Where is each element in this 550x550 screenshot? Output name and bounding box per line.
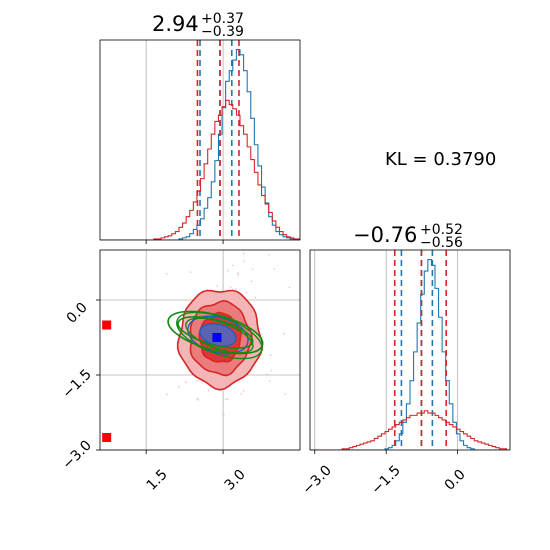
histogram-param2-x-tick-labels: −3.0 −1.5 0.0 — [299, 462, 468, 497]
scatter-point — [216, 285, 219, 287]
scatter-point — [245, 291, 248, 294]
scatter-point — [226, 398, 229, 400]
histogram-param2-title-lower: −0.56 — [420, 235, 463, 251]
joint-ticks — [96, 299, 224, 454]
scatter-point — [269, 354, 272, 357]
scatter-point — [242, 252, 245, 255]
kl-label: KL = 0.3790 — [385, 149, 496, 170]
scatter-point — [273, 268, 276, 270]
scatter-point — [243, 260, 246, 263]
histogram-param2-title-value: −0.76 — [353, 223, 417, 247]
histogram-param2-series-blue — [310, 258, 510, 450]
joint-contour-data — [161, 228, 331, 416]
scatter-point — [184, 381, 187, 384]
scatter-point — [254, 296, 257, 299]
joint-x-tick-label: 3.0 — [222, 467, 249, 494]
scatter-point — [197, 399, 200, 401]
histogram-param2-x-tick-label: 0.0 — [442, 467, 469, 494]
histogram-param1-title-upper: +0.37 — [201, 11, 244, 27]
scatter-point — [265, 373, 268, 376]
histogram-param1-title: 2.94 — [152, 12, 199, 36]
histogram-param2-panel: −0.76 +0.52 −0.56 −3.0 −1.5 0.0 — [299, 222, 511, 498]
green-ellipse — [176, 311, 263, 360]
histogram-param2-title: −0.76 — [353, 223, 417, 247]
histogram-param2-frame — [309, 249, 511, 451]
scatter-point — [161, 228, 163, 230]
green-ellipse — [185, 317, 254, 354]
scatter-point — [189, 271, 192, 274]
histogram-param1-grid — [145, 40, 224, 240]
histogram-param2-ticks — [314, 450, 459, 454]
scatter-point — [223, 413, 225, 416]
scatter-point — [250, 280, 253, 283]
scatter-point — [196, 380, 199, 382]
scatter-point — [196, 397, 198, 400]
scatter-point — [234, 288, 237, 291]
scatter-point — [224, 398, 227, 401]
scatter-point — [165, 273, 168, 275]
scatter-point — [268, 380, 271, 382]
joint-y-tick-label: 0.0 — [64, 300, 91, 327]
histogram-param2-x-tick-label: −3.0 — [299, 462, 334, 497]
histogram-param1-series-red — [100, 99, 300, 240]
histogram-param1-title-value: 2.94 — [152, 12, 199, 36]
scatter-point — [268, 253, 271, 256]
scatter-point — [288, 286, 291, 289]
histogram-param2-data — [310, 250, 510, 450]
histogram-param2-title-upper: +0.52 — [420, 222, 463, 238]
red-square-marker — [102, 433, 112, 442]
scatter-point — [237, 272, 240, 274]
blue-square-marker — [212, 333, 222, 342]
joint-y-tick-label: −1.5 — [59, 366, 94, 401]
scatter-point — [329, 323, 331, 325]
scatter-point — [240, 393, 242, 396]
joint-y-tick-label: −3.0 — [59, 437, 94, 472]
histogram-param1-title-lower: −0.39 — [201, 24, 244, 40]
histogram-param1-data — [100, 40, 300, 240]
scatter-point — [178, 385, 180, 388]
histogram-param2-x-tick-label: −1.5 — [368, 462, 403, 497]
joint-x-tick-labels: 1.5 3.0 — [144, 467, 249, 494]
scatter-point — [242, 390, 245, 392]
scatter-point — [251, 268, 254, 271]
joint-x-tick-label: 1.5 — [144, 467, 171, 494]
scatter-point — [229, 286, 232, 289]
scatter-point — [207, 389, 210, 392]
blue-contour-level — [187, 315, 249, 355]
histogram-param1-frame — [99, 39, 301, 241]
histogram-param1-panel: 2.94 +0.37 −0.39 — [99, 11, 301, 244]
scatter-point — [283, 332, 285, 335]
scatter-point — [284, 393, 287, 396]
histogram-param2-series-red — [310, 410, 510, 450]
histogram-param1-ticks — [145, 240, 224, 244]
scatter-point — [232, 264, 234, 267]
histogram-param2-grid — [314, 250, 459, 450]
joint-frame — [99, 249, 301, 451]
joint-contour-panel: 1.5 3.0 0.0 −1.5 −3.0 — [59, 228, 331, 494]
joint-markers — [102, 320, 222, 442]
red-square-marker — [102, 320, 112, 330]
scatter-point — [227, 270, 229, 272]
scatter-point — [270, 369, 273, 372]
joint-y-tick-labels: 0.0 −1.5 −3.0 — [59, 300, 94, 473]
scatter-point — [237, 273, 240, 276]
scatter-point — [165, 393, 168, 396]
